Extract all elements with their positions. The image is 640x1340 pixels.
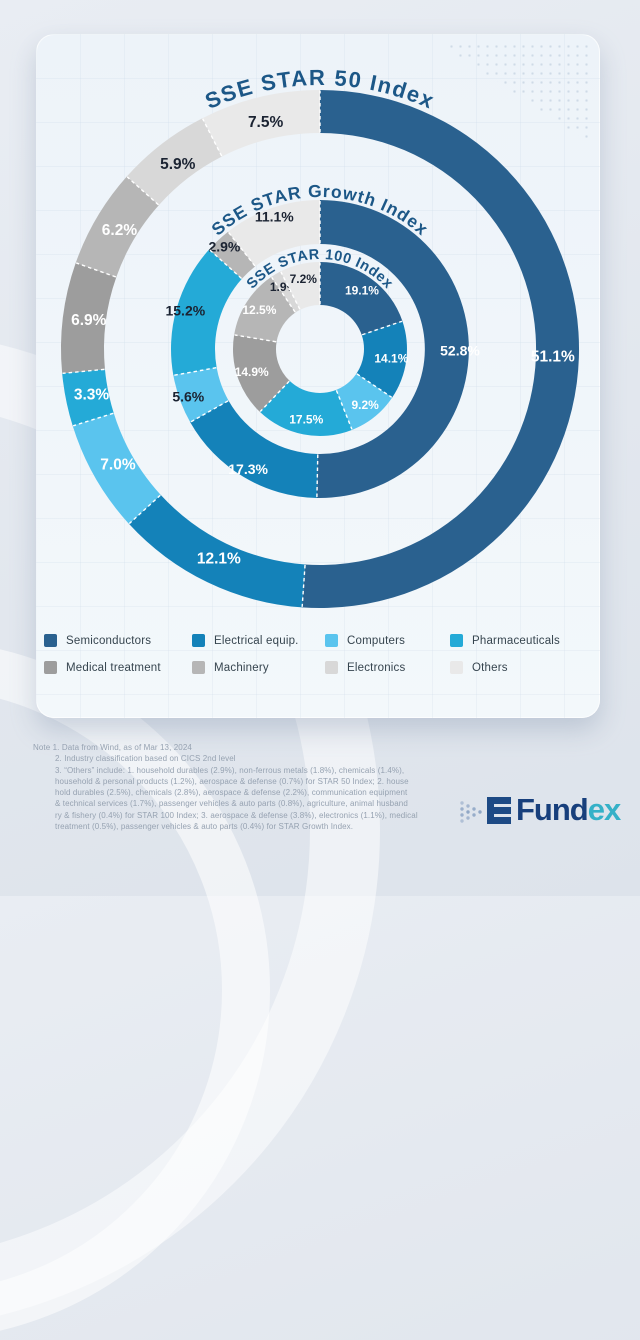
logo-text: Fund [516,792,589,827]
infographic-card: Semiconductors Electrical equip. Compute… [36,34,600,718]
footnote-line: household & personal products (1.2%), ae… [55,776,409,786]
footnote-line: hold durables (2.5%), chemicals (2.8%), … [55,788,408,798]
logo-dots-icon [460,801,482,823]
logo-e-icon [487,796,511,824]
legend-item-medical-treatment: Medical treatment [44,661,192,674]
footnote-line: ry & fishery (0.4%) for STAR 100 Index; … [55,810,418,820]
legend-label: Computers [347,634,406,647]
legend-swatch-others [450,661,463,674]
legend-item-others: Others [450,661,590,674]
footnote: Note 1. Data from Wind, as of Mar 13, 20… [33,742,418,832]
legend-item-pharmaceuticals: Pharmaceuticals [450,634,590,647]
legend-label: Pharmaceuticals [472,634,561,647]
footnote-line: 2. Industry classification based on CICS… [55,754,236,764]
legend-label: Electronics [347,661,406,674]
legend-item-semiconductors: Semiconductors [44,634,192,647]
legend-label: Semiconductors [66,634,152,647]
efund-logo: Fund ex [458,788,621,832]
footnote-line: & technical services (1.7%), passenger v… [55,799,408,809]
legend-item-machinery: Machinery [192,661,325,674]
legend-item-electronics: Electronics [325,661,450,674]
dots-texture-decoration [438,42,588,142]
legend-swatch-electronics [325,661,338,674]
logo-text-suffix: ex [587,792,621,827]
legend-swatch-computers [325,634,338,647]
legend-swatch-semiconductors [44,634,57,647]
footnote-line: Note 1. Data from Wind, as of Mar 13, 20… [33,743,192,752]
footnote-line: 3. “Others” include: 1. household durabl… [55,765,405,775]
legend-swatch-machinery [192,661,205,674]
legend-item-computers: Computers [325,634,450,647]
legend-label: Others [472,661,508,674]
footnote-line: treatment (0.5%), passenger vehicles & a… [55,822,354,832]
legend-swatch-pharmaceuticals [450,634,463,647]
legend-label: Electrical equip. [214,634,299,647]
legend-swatch-medical-treatment [44,661,57,674]
legend-label: Medical treatment [66,661,161,674]
legend-item-electrical-equip: Electrical equip. [192,634,325,647]
legend-swatch-electrical-equip [192,634,205,647]
chart-legend: Semiconductors Electrical equip. Compute… [44,634,590,674]
legend-label: Machinery [214,661,269,674]
